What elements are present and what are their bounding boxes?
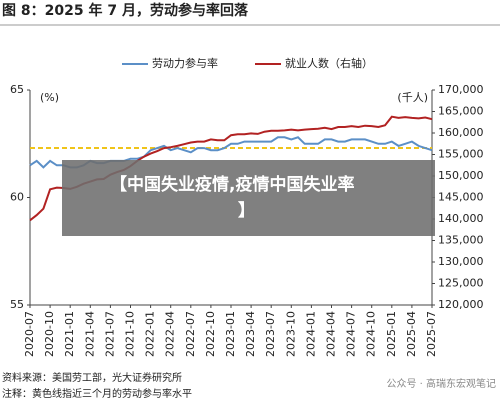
y2-tick-label: 170,000 xyxy=(438,83,484,96)
x-tick-label: 2021-10 xyxy=(124,311,137,357)
y2-unit: (千人) xyxy=(397,91,428,104)
x-tick-label: 2025-07 xyxy=(425,311,438,357)
x-tick-label: 2022-04 xyxy=(164,311,177,357)
overlay-text: 】 xyxy=(238,200,255,221)
y2-tick-label: 150,000 xyxy=(438,169,484,182)
x-tick-label: 2023-10 xyxy=(284,311,297,357)
x-tick-label: 2022-10 xyxy=(204,311,217,357)
x-tick-label: 2021-04 xyxy=(83,311,96,357)
y2-tick-label: 130,000 xyxy=(438,255,484,268)
y2-tick-label: 160,000 xyxy=(438,126,484,139)
y2-tick-label: 145,000 xyxy=(438,191,484,204)
x-tick-label: 2025-01 xyxy=(385,311,398,357)
y2-tick-label: 165,000 xyxy=(438,105,484,118)
x-tick-label: 2025-04 xyxy=(405,311,418,357)
x-tick-label: 2023-01 xyxy=(224,311,237,357)
x-tick-label: 2024-04 xyxy=(325,311,338,357)
watermark: 公众号 · 高瑞东宏观笔记 xyxy=(386,377,496,390)
x-tick-label: 2022-01 xyxy=(144,311,157,357)
y2-tick-label: 155,000 xyxy=(438,148,484,161)
y-tick-label: 60 xyxy=(10,191,24,204)
x-tick-label: 2023-04 xyxy=(244,311,257,357)
x-tick-label: 2021-01 xyxy=(63,311,76,357)
source: 资料来源：美国劳工部，光大证券研究所 xyxy=(2,371,182,384)
x-tick-label: 2024-07 xyxy=(345,311,358,357)
x-tick-label: 2022-07 xyxy=(184,311,197,357)
y2-tick-label: 140,000 xyxy=(438,212,484,225)
x-tick-label: 2020-07 xyxy=(23,311,36,357)
x-tick-label: 2024-01 xyxy=(304,311,317,357)
note: 注释：黄色线指近三个月的劳动参与率水平 xyxy=(2,387,192,400)
x-tick-label: 2024-10 xyxy=(365,311,378,357)
y2-tick-label: 120,000 xyxy=(438,298,484,311)
y-unit: (%) xyxy=(40,91,59,104)
legend-label: 就业人数（右轴） xyxy=(285,56,373,70)
legend-label: 劳动力参与率 xyxy=(152,56,218,70)
overlay-text: 【中国失业疫情,疫情中国失业率 xyxy=(110,174,354,195)
y2-tick-label: 135,000 xyxy=(438,234,484,247)
x-tick-label: 2020-10 xyxy=(43,311,56,357)
x-tick-label: 2023-07 xyxy=(264,311,277,357)
y2-tick-label: 125,000 xyxy=(438,277,484,290)
x-tick-label: 2021-07 xyxy=(103,311,116,357)
overlay-box xyxy=(62,160,435,236)
y-tick-label: 55 xyxy=(10,298,24,311)
chart-title: 图 8：2025 年 7 月，劳动参与率回落 xyxy=(2,2,249,19)
y-tick-label: 65 xyxy=(10,83,24,96)
